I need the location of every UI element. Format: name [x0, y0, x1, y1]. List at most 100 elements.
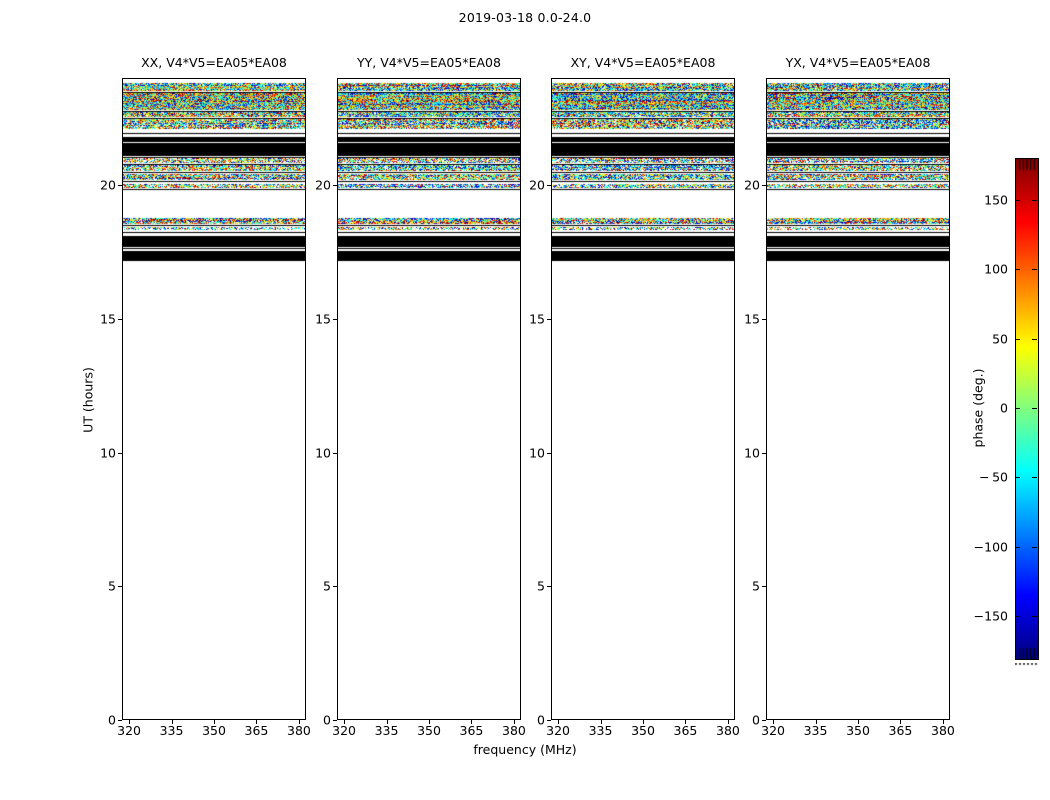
- panel-yx[interactable]: YX, V4*V5=EA05*EA08 320 335 350 365 380 0 5 10 15…: [744, 55, 955, 738]
- x-tick-label: 320: [761, 723, 785, 738]
- y-tick-mark: [333, 452, 337, 454]
- colorbar-tick-mark: [1032, 338, 1037, 340]
- y-tick-mark: [762, 586, 766, 588]
- panel-xx[interactable]: XX, V4*V5=EA05*EA08 320 335 350 365 380 0 5 10 15…: [100, 55, 311, 738]
- y-tick-mark: [547, 586, 551, 588]
- x-tick-label: 350: [417, 723, 441, 738]
- x-tick-mark: [256, 720, 258, 724]
- y-tick-mark: [118, 586, 122, 588]
- y-tick-mark: [333, 318, 337, 320]
- y-tick-label: 0: [323, 712, 331, 728]
- x-tick-mark: [171, 720, 173, 724]
- x-tick-label: 335: [803, 723, 828, 738]
- x-tick-mark: [386, 720, 388, 724]
- x-tick-label: 380: [930, 723, 955, 738]
- x-tick-mark: [815, 720, 817, 724]
- x-tick-label: 380: [286, 723, 311, 738]
- colorbar-tick-label: −150: [973, 608, 1008, 624]
- subplot-title: YX, V4*V5=EA05*EA08: [785, 55, 931, 70]
- x-tick-mark: [858, 720, 859, 724]
- figure-title: 2019-03-18 0.0-24.0: [458, 10, 592, 25]
- x-tick-label: 335: [588, 723, 613, 738]
- y-tick-label: 15: [744, 311, 760, 327]
- x-tick-mark: [471, 720, 473, 724]
- y-tick-mark: [118, 318, 122, 320]
- x-tick-label: 365: [244, 723, 269, 738]
- colorbar-tick-mark: [1015, 199, 1020, 201]
- y-tick-label: 20: [744, 177, 760, 193]
- x-tick-label: 320: [546, 723, 570, 738]
- colorbar-tick-mark: [1015, 338, 1020, 340]
- x-tick-mark: [727, 720, 729, 724]
- x-tick-label: 365: [673, 723, 698, 738]
- y-tick-label: 15: [315, 311, 331, 327]
- y-tick-label: 15: [100, 311, 116, 327]
- x-tick-mark: [129, 720, 131, 724]
- x-tick-mark: [942, 720, 944, 724]
- phase-heatmap: [338, 79, 520, 719]
- y-tick-label: 10: [744, 445, 760, 460]
- x-tick-mark: [344, 720, 346, 724]
- y-tick-label: 5: [537, 578, 545, 594]
- phase-heatmap: [123, 79, 305, 719]
- x-tick-label: 320: [117, 723, 141, 738]
- x-tick-mark: [513, 720, 515, 724]
- colorbar-tick-label: −100: [973, 539, 1008, 555]
- y-tick-mark: [762, 720, 766, 721]
- x-tick-mark: [900, 720, 902, 724]
- x-tick-mark: [773, 720, 775, 724]
- y-tick-mark: [333, 185, 337, 186]
- y-tick-label: 10: [529, 445, 545, 460]
- y-tick-mark: [333, 586, 337, 588]
- colorbar-tick-mark: [1015, 269, 1020, 271]
- x-tick-mark: [214, 720, 215, 724]
- colorbar-label: phase (deg.): [970, 368, 986, 448]
- colorbar-tick-label: 150: [984, 192, 1008, 208]
- x-tick-mark: [558, 720, 560, 724]
- y-tick-mark: [547, 452, 551, 454]
- colorbar-tick-mark: [1015, 477, 1020, 479]
- colorbar-tick-mark: [1015, 408, 1020, 409]
- x-tick-label: 335: [374, 723, 399, 738]
- subplot-title: YY, V4*V5=EA05*EA08: [357, 55, 501, 70]
- y-tick-label: 0: [537, 712, 545, 728]
- x-axis-label: frequency (MHz): [473, 742, 577, 757]
- y-tick-label: 0: [752, 712, 760, 728]
- x-tick-label: 365: [459, 723, 484, 738]
- panel-yy[interactable]: YY, V4*V5=EA05*EA08 320 335 350 365 380 0 5 10 15…: [315, 55, 526, 738]
- colorbar-tick-label: 100: [984, 261, 1008, 277]
- y-tick-mark: [547, 720, 551, 721]
- subplot-title: XY, V4*V5=EA05*EA08: [570, 55, 716, 70]
- panel-xy[interactable]: XY, V4*V5=EA05*EA08 320 335 350 365 380 0 5 10 15…: [529, 55, 740, 738]
- x-tick-label: 350: [202, 723, 226, 738]
- y-tick-mark: [762, 318, 766, 320]
- colorbar-tick-mark: [1032, 408, 1037, 409]
- y-tick-label: 15: [529, 311, 545, 327]
- colorbar[interactable]: 150 100 50 0 − 50 −100 −150: [974, 158, 1039, 660]
- colorbar-tick-label: 50: [992, 331, 1008, 347]
- x-tick-label: 350: [846, 723, 870, 738]
- y-tick-label: 5: [752, 578, 760, 594]
- x-tick-mark: [643, 720, 644, 724]
- colorbar-tick-label: 0: [1000, 400, 1008, 416]
- x-tick-label: 365: [888, 723, 913, 738]
- y-tick-label: 5: [323, 578, 331, 594]
- y-tick-mark: [762, 452, 766, 454]
- y-tick-mark: [762, 185, 766, 186]
- colorbar-tick-mark: [1015, 616, 1020, 618]
- phase-heatmap: [552, 79, 734, 719]
- x-tick-label: 350: [631, 723, 655, 738]
- y-tick-mark: [118, 452, 122, 454]
- colorbar-under-marker: [1015, 663, 1039, 666]
- x-tick-label: 320: [332, 723, 356, 738]
- x-tick-label: 380: [501, 723, 526, 738]
- y-tick-mark: [547, 185, 551, 186]
- subplot-title: XX, V4*V5=EA05*EA08: [141, 55, 287, 70]
- y-tick-mark: [547, 318, 551, 320]
- y-tick-label: 10: [100, 445, 116, 460]
- y-tick-label: 10: [315, 445, 331, 460]
- colorbar-tick-mark: [1032, 546, 1037, 548]
- colorbar-tick-mark: [1032, 199, 1037, 201]
- phase-heatmap: [767, 79, 949, 719]
- y-tick-label: 20: [100, 177, 116, 193]
